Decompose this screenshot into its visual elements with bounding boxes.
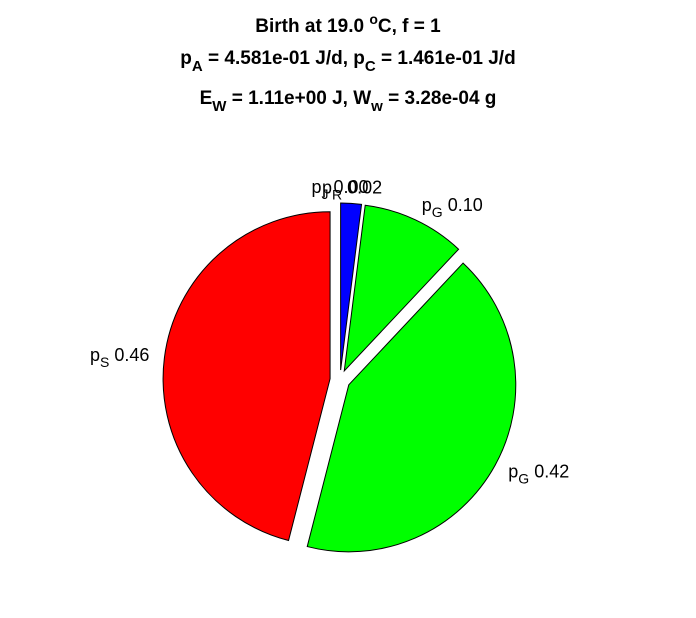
title-line: pA = 4.581e-01 J/d, pC = 1.461e-01 J/d bbox=[180, 48, 515, 75]
label-sub: G bbox=[432, 204, 443, 220]
label-value: 0.02 bbox=[347, 177, 382, 197]
label-text: p bbox=[90, 345, 100, 365]
slice-label: pR 0.02 bbox=[322, 177, 382, 202]
label-sub: S bbox=[100, 354, 109, 370]
title-text: = 3.28e-04 g bbox=[383, 88, 497, 109]
label-sub: G bbox=[518, 470, 529, 486]
label-value: 0.42 bbox=[534, 461, 569, 481]
label-text: p bbox=[322, 177, 332, 197]
label-value: 0.10 bbox=[448, 195, 483, 215]
title-sub: A bbox=[192, 58, 203, 75]
title-text: = 1.11e+00 J, W bbox=[226, 88, 371, 109]
label-sub: R bbox=[332, 186, 342, 202]
label-value: 0.46 bbox=[114, 345, 149, 365]
title-sub: W bbox=[212, 98, 227, 115]
slice-label: pS 0.46 bbox=[90, 345, 149, 370]
label-text: p bbox=[508, 461, 518, 481]
pie-slice bbox=[306, 262, 517, 553]
slice-label: pG 0.42 bbox=[508, 461, 569, 486]
title-line: EW = 1.11e+00 J, Ww = 3.28e-04 g bbox=[200, 88, 497, 115]
slice-label: pG 0.10 bbox=[422, 195, 483, 220]
label-text: p bbox=[311, 177, 321, 197]
pie-slice bbox=[340, 202, 363, 371]
pie-slice bbox=[162, 211, 331, 542]
label-text: p bbox=[422, 195, 432, 215]
pie-slice bbox=[343, 204, 460, 373]
title-sub: w bbox=[370, 98, 383, 115]
title-text: p bbox=[180, 48, 192, 69]
label-sub: J bbox=[321, 186, 328, 202]
title-text: = 4.581e-01 J/d, p bbox=[203, 48, 365, 69]
title-text: Birth at 19.0 bbox=[255, 16, 369, 37]
title-super: o bbox=[369, 11, 378, 27]
title-sub: C bbox=[365, 58, 376, 75]
title-text: C, f = 1 bbox=[378, 16, 441, 37]
title-line: Birth at 19.0 oC, f = 1 bbox=[255, 11, 441, 37]
label-value: 0.00 bbox=[333, 177, 368, 197]
title-text: = 1.461e-01 J/d bbox=[376, 48, 516, 69]
title-text: E bbox=[200, 88, 213, 109]
slice-label: pJ 0.00 bbox=[311, 177, 368, 202]
